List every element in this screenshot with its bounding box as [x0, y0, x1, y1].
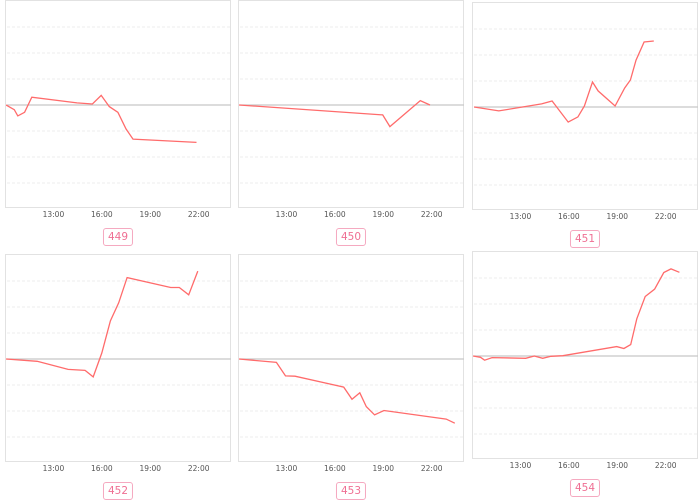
- chart-id-badge[interactable]: 450: [335, 228, 367, 246]
- x-tick-label: 13:00: [42, 210, 65, 219]
- x-tick-label: 22:00: [187, 464, 210, 473]
- plot-area: [238, 0, 464, 208]
- chart-id-badge[interactable]: 454: [569, 479, 601, 497]
- x-tick-label: 22:00: [420, 210, 443, 219]
- series-line: [473, 40, 654, 123]
- x-tick-label: 19:00: [372, 210, 395, 219]
- line-chart: [473, 28, 698, 186]
- x-tick-label: 22:00: [187, 210, 210, 219]
- plot-area: [5, 254, 231, 462]
- series-line: [473, 268, 680, 361]
- plot-area: [472, 2, 698, 210]
- plot-area: [238, 254, 464, 462]
- chart-id-badge[interactable]: 449: [102, 228, 134, 246]
- x-tick-label: 13:00: [275, 464, 298, 473]
- x-tick-label: 13:00: [509, 212, 532, 221]
- x-tick-label: 19:00: [606, 461, 629, 470]
- x-tick-label: 16:00: [324, 464, 346, 473]
- x-tick-label: 19:00: [139, 464, 162, 473]
- x-tick-label: 13:00: [275, 210, 298, 219]
- x-tick-label: 22:00: [420, 464, 443, 473]
- line-chart: [239, 26, 464, 184]
- x-axis: 13:00 16:00 19:00 22:00: [472, 461, 698, 473]
- series-line: [6, 270, 199, 378]
- series-line: [239, 358, 456, 424]
- plot-area: [5, 0, 231, 208]
- x-tick-label: 16:00: [91, 464, 113, 473]
- x-tick-label: 19:00: [606, 212, 629, 221]
- line-chart: [6, 26, 231, 184]
- x-tick-label: 13:00: [42, 464, 65, 473]
- chart-id-badge[interactable]: 451: [569, 230, 601, 248]
- line-chart: [239, 280, 464, 438]
- x-axis: 13:00 16:00 19:00 22:00: [5, 210, 231, 222]
- chart-id-badge[interactable]: 453: [335, 482, 367, 500]
- x-tick-label: 13:00: [509, 461, 532, 470]
- x-tick-label: 22:00: [654, 461, 677, 470]
- x-tick-label: 19:00: [372, 464, 395, 473]
- x-tick-label: 19:00: [139, 210, 162, 219]
- x-tick-label: 16:00: [558, 212, 580, 221]
- x-tick-label: 16:00: [91, 210, 113, 219]
- line-chart: [473, 268, 698, 435]
- series-line: [6, 94, 197, 144]
- x-tick-label: 22:00: [654, 212, 677, 221]
- x-axis: 13:00 16:00 19:00 22:00: [472, 212, 698, 224]
- x-axis: 13:00 16:00 19:00 22:00: [5, 464, 231, 476]
- x-tick-label: 16:00: [558, 461, 580, 470]
- x-axis: 13:00 16:00 19:00 22:00: [238, 210, 464, 222]
- x-axis: 13:00 16:00 19:00 22:00: [238, 464, 464, 476]
- x-tick-label: 16:00: [324, 210, 346, 219]
- line-chart: [6, 270, 231, 438]
- plot-area: [472, 251, 698, 459]
- series-line: [239, 99, 431, 128]
- chart-id-badge[interactable]: 452: [102, 482, 134, 500]
